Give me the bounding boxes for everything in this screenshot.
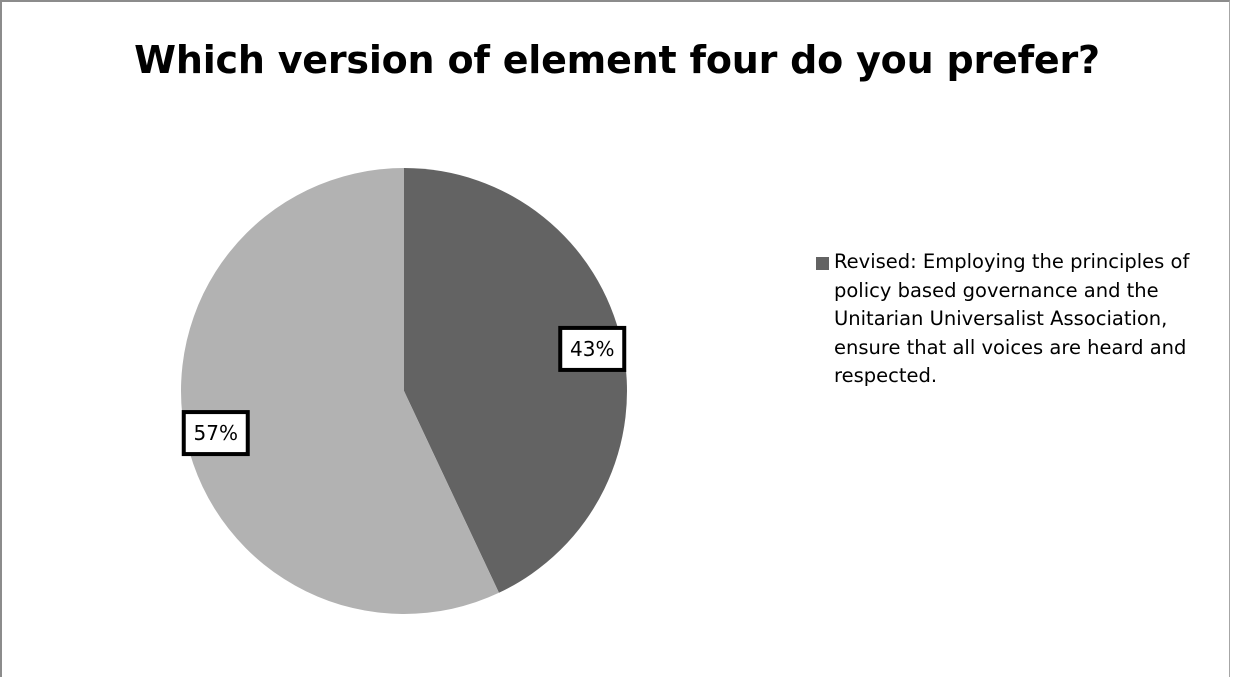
- legend-label: Revised: Employing the principles of pol…: [834, 250, 1190, 387]
- legend-item: Revised: Employing the principles of pol…: [816, 248, 1216, 391]
- data-label-43-percent: 43%: [558, 325, 627, 372]
- chart-title: Which version of element four do you pre…: [134, 38, 1100, 82]
- pie-slice-57-percent: [181, 168, 499, 614]
- pie-slice-43-percent: [404, 168, 628, 593]
- legend-swatch: [816, 257, 829, 270]
- data-label-box: [558, 325, 627, 372]
- chart-legend: Revised: Employing the principles of pol…: [816, 248, 1216, 391]
- data-label-57-percent: 57%: [181, 410, 250, 457]
- data-label-text: 57%: [194, 421, 238, 445]
- data-label-text: 43%: [570, 337, 614, 361]
- data-label-box: [181, 410, 250, 457]
